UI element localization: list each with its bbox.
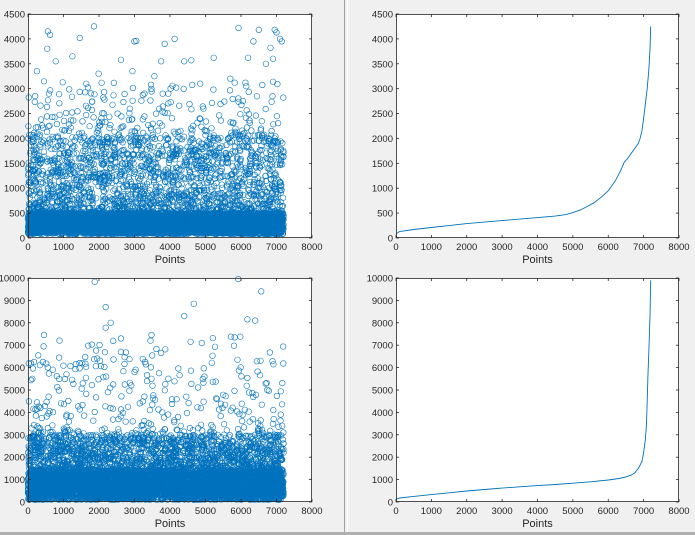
scatter-point [155, 127, 162, 134]
scatter-point [259, 81, 266, 89]
scatter-point [99, 146, 107, 153]
scatter-point [176, 102, 183, 109]
scatter-point [264, 155, 271, 163]
scatter-top-plot: 0 1000 2000 3000 4000 5000 6000 7000 80000500100… [4, 10, 323, 267]
scatter-point [169, 165, 177, 172]
scatter-point [227, 119, 234, 126]
scatter-point [223, 156, 230, 163]
data-layer [24, 23, 287, 238]
scatter-point [147, 81, 155, 88]
left-pane: 0 1000 2000 3000 4000 5000 6000 7000 8000 0 500 100… [0, 0, 344, 532]
scatter-point [95, 131, 102, 138]
